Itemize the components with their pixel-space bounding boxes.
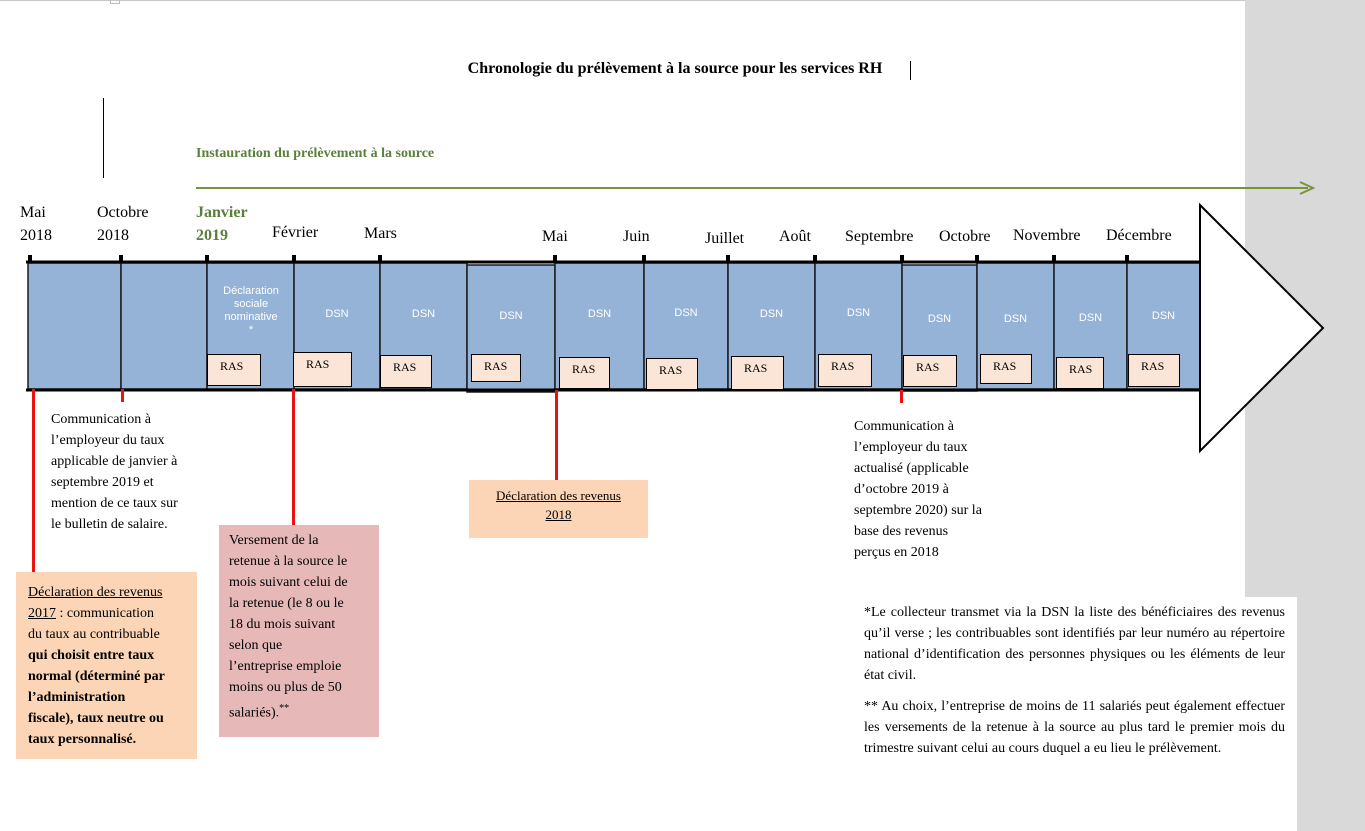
instauration-arrow xyxy=(196,181,1316,195)
month-label-novembre: Novembre xyxy=(1013,227,1081,244)
timeline-tick xyxy=(642,255,646,263)
timeline-tick xyxy=(553,255,557,263)
box-versement-retenue: Versement de la retenue à la source le m… xyxy=(219,525,379,737)
timeline-tick xyxy=(1052,255,1056,263)
timeline-tick xyxy=(726,255,730,263)
dsn-label: DSN xyxy=(846,307,871,319)
month-label-octobre: Octobre xyxy=(939,228,991,245)
red-marker-line xyxy=(555,390,558,480)
timeline-tick xyxy=(28,255,32,263)
ras-box: RAS xyxy=(646,358,698,390)
ras-box: RAS xyxy=(471,354,521,382)
dsn-label: DSN xyxy=(1078,312,1103,324)
box-declaration-revenus-2018: Déclaration des revenus 2018 xyxy=(469,480,648,538)
ras-box: RAS xyxy=(818,354,872,387)
red-marker-line xyxy=(900,390,903,403)
timeline-tick xyxy=(1125,255,1129,263)
red-marker-line xyxy=(292,389,295,525)
timeline-tick xyxy=(813,255,817,263)
footnote-1: *Le collecteur transmet via la DSN la li… xyxy=(864,605,1285,683)
month-label-mars: Mars xyxy=(364,225,397,242)
page-area xyxy=(0,0,1245,1)
month-label-aout: Août xyxy=(779,228,811,245)
box-declaration-revenus-2017: Déclaration des revenus 2017 : communica… xyxy=(16,572,197,759)
red-marker-line xyxy=(121,389,124,402)
instauration-label: Instauration du prélèvement à la source xyxy=(196,146,435,161)
timeline-tick xyxy=(900,255,904,263)
ras-box: RAS xyxy=(1056,357,1104,389)
ras-box: RAS xyxy=(559,357,610,389)
ras-box: RAS xyxy=(380,355,432,388)
timeline-segment xyxy=(27,262,122,390)
dsn-label: DSN xyxy=(674,307,698,319)
timeline-band xyxy=(26,202,1325,454)
ras-box: RAS xyxy=(293,352,352,387)
footnotes: *Le collecteur transmet via la DSN la li… xyxy=(855,597,1297,831)
timeline-tick xyxy=(292,255,296,263)
month-label-decembre: Décembre xyxy=(1106,227,1172,244)
ras-box: RAS xyxy=(731,356,784,390)
dsn-label: DSN xyxy=(325,308,349,320)
ras-box: RAS xyxy=(980,354,1032,384)
month-label-mai-2018: Mai 2018 xyxy=(20,204,52,244)
text-cursor xyxy=(910,61,911,80)
month-label-mai: Mai xyxy=(542,228,568,245)
month-label-juillet: Juillet xyxy=(705,230,745,247)
vertical-rule xyxy=(103,98,104,178)
note-communication-updated-rate: Communication à l’employeur du taux actu… xyxy=(854,419,982,560)
dsn-label-first: Déclaration sociale nominative * xyxy=(223,285,279,336)
anchor-mark xyxy=(110,0,120,4)
page-title: Chronologie du prélèvement à la source p… xyxy=(467,60,883,77)
dsn-label: DSN xyxy=(587,308,612,320)
dsn-label: DSN xyxy=(1151,310,1176,322)
dsn-label: DSN xyxy=(499,310,523,322)
ras-box: RAS xyxy=(1128,354,1180,387)
timeline-tick xyxy=(119,255,123,263)
red-marker-line xyxy=(32,389,35,572)
dsn-label: DSN xyxy=(927,313,952,325)
timeline-tick xyxy=(205,255,209,263)
dsn-label: DSN xyxy=(759,308,784,320)
month-label-octobre-2018: Octobre 2018 xyxy=(97,204,149,244)
timeline-arrowhead xyxy=(1199,202,1325,454)
timeline-tick xyxy=(975,255,979,263)
timeline-tick xyxy=(378,255,382,263)
timeline-segment xyxy=(120,262,208,390)
note-communication-employer: Communication à l’employeur du taux appl… xyxy=(51,412,178,532)
footnote-2: ** Au choix, l’entreprise de moins de 11… xyxy=(864,699,1285,756)
dsn-label: DSN xyxy=(411,308,436,320)
month-label-fevrier: Février xyxy=(272,224,319,241)
ras-box: RAS xyxy=(903,355,957,387)
ras-box: RAS xyxy=(207,354,261,386)
month-label-janvier-2019: Janvier 2019 xyxy=(196,204,248,244)
dsn-label: DSN xyxy=(1003,313,1028,325)
month-label-septembre: Septembre xyxy=(845,228,914,245)
month-label-juin: Juin xyxy=(623,228,650,245)
